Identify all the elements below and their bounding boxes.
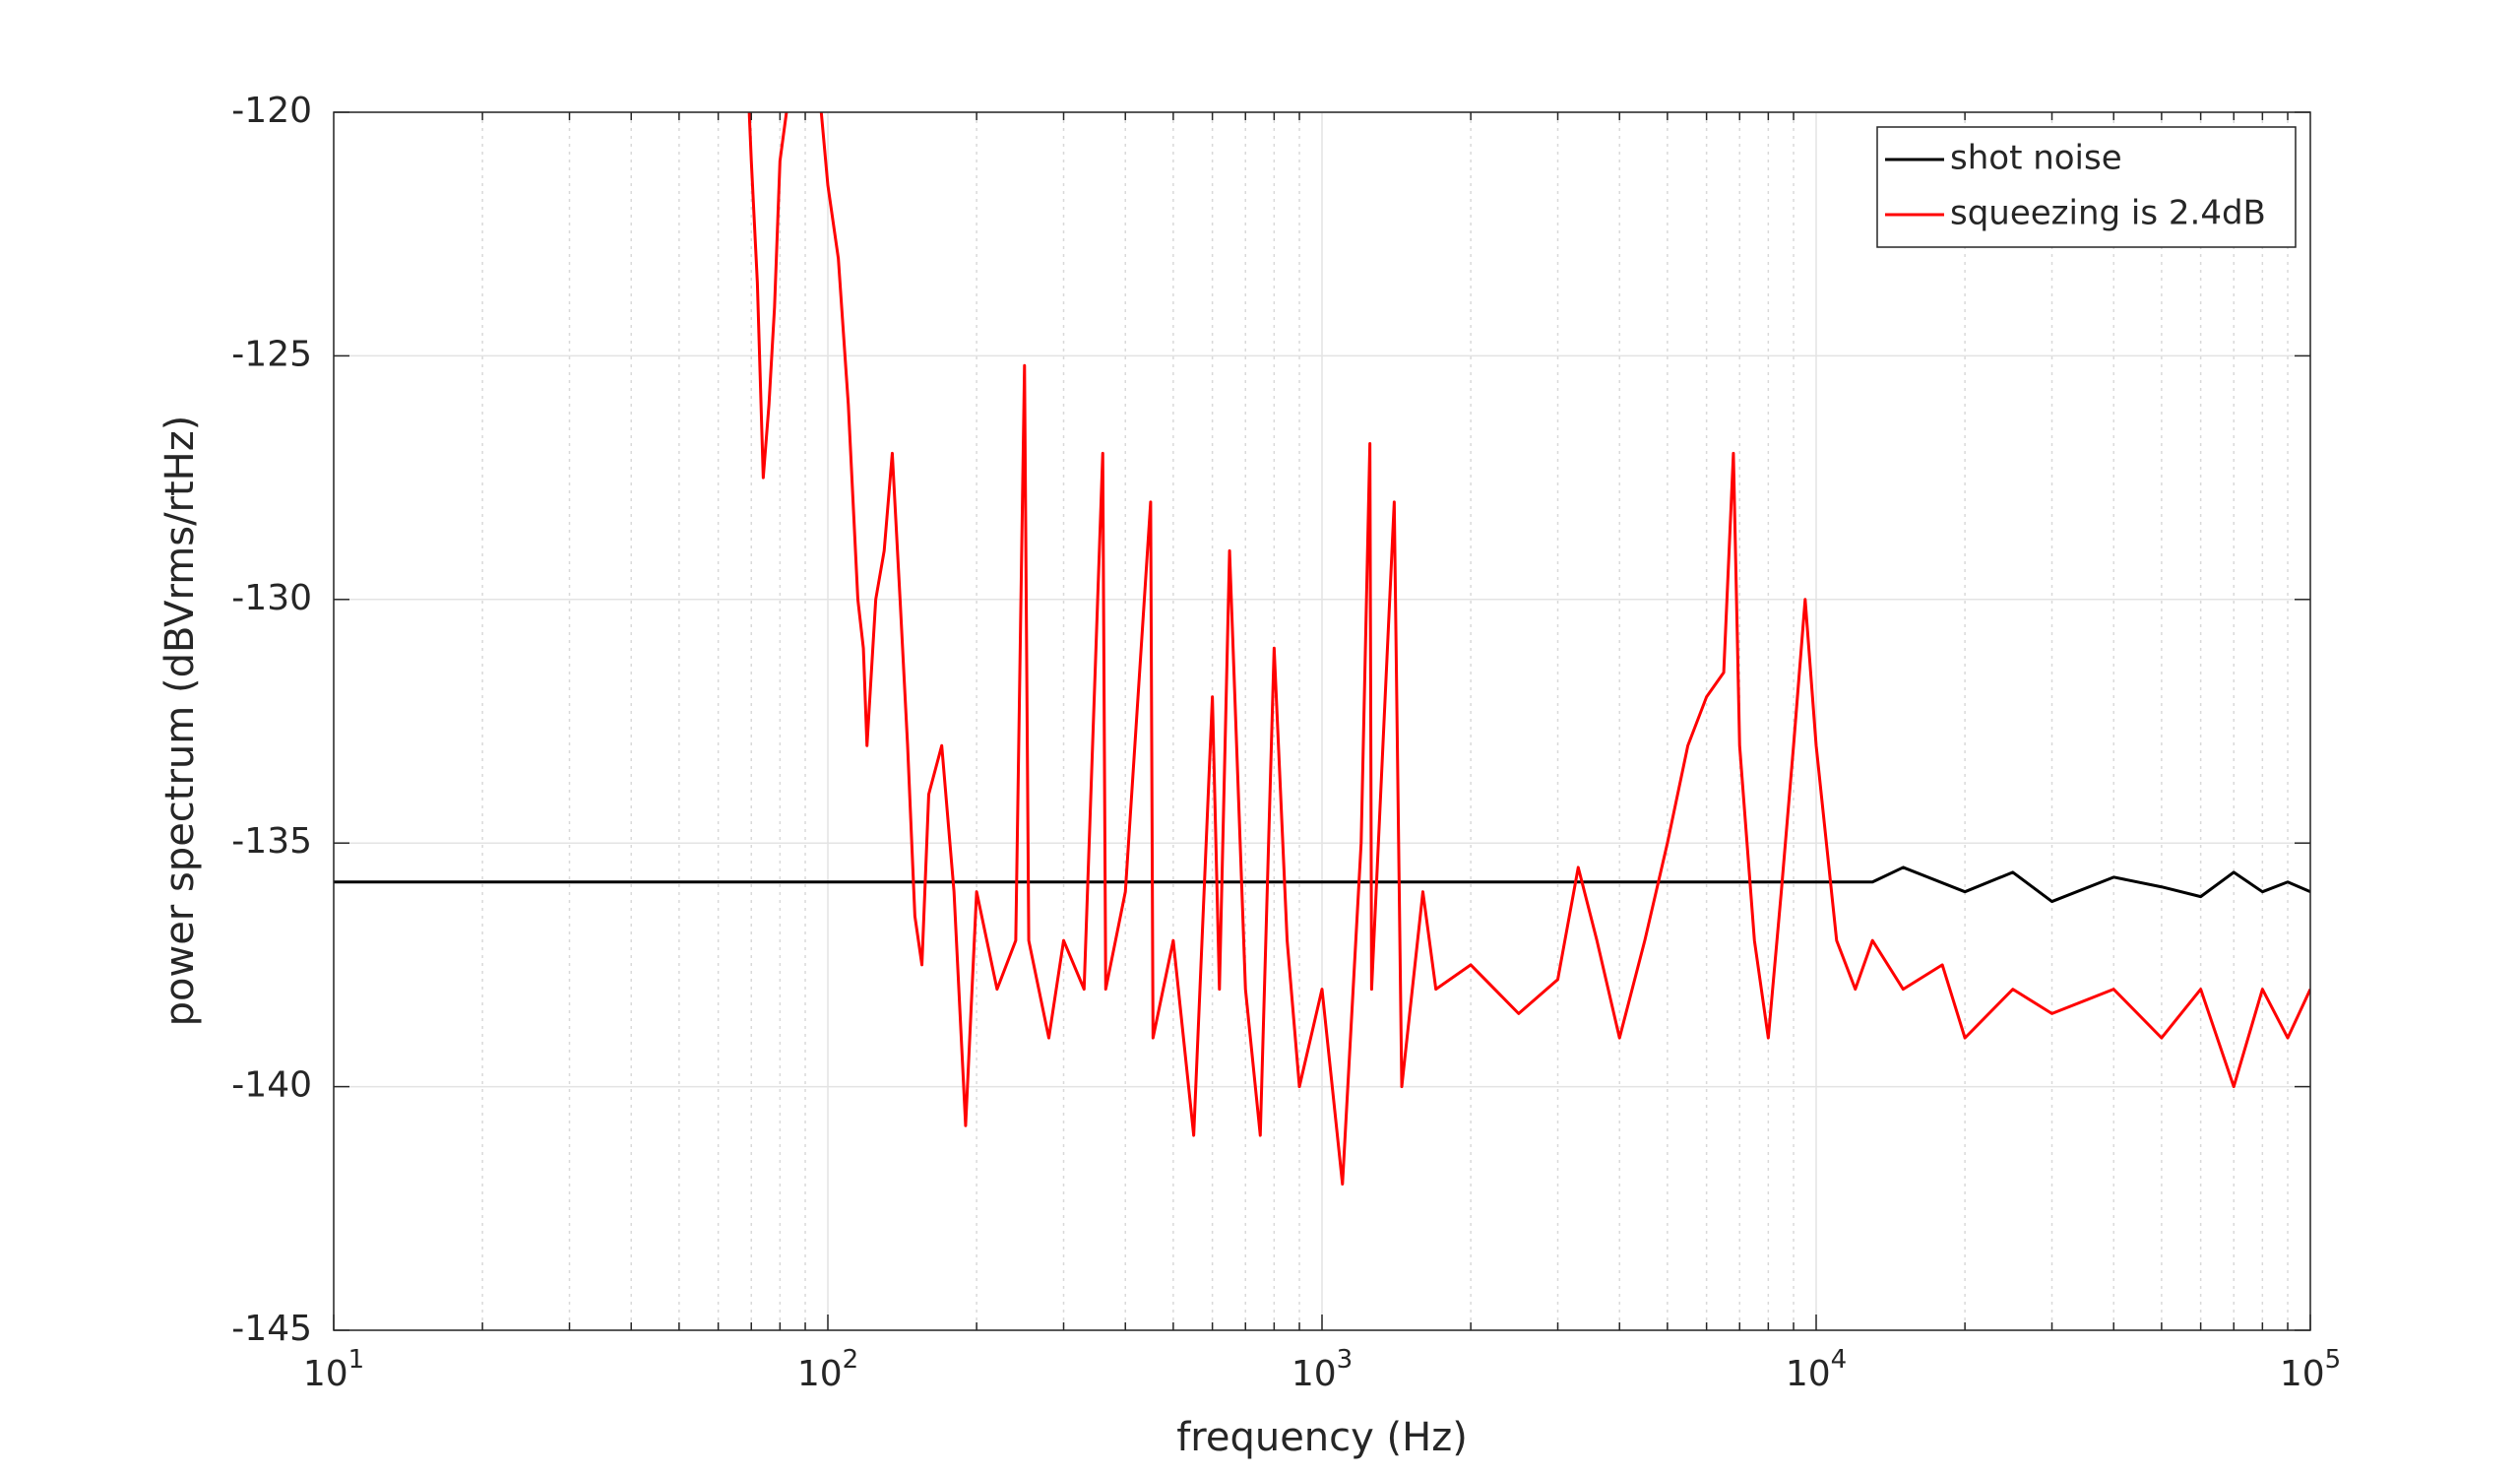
x-tick-label: 103 [1292,1345,1353,1395]
legend-box [1876,126,2297,248]
legend-label: squeezing is 2.4dB [1950,194,2266,233]
x-tick-label: 101 [303,1345,364,1395]
y-tick-label: -140 [231,1065,312,1106]
series-line [747,112,2310,1186]
y-axis-label: power spectrum (dBVrms/rtHz) [158,416,203,1027]
y-tick-label: -130 [231,578,312,618]
series-line [334,866,2310,904]
legend-label: shot noise [1950,139,2122,178]
y-tick-label: -125 [231,334,312,374]
x-tick-label: 104 [1786,1345,1847,1395]
x-tick-label: 102 [797,1345,858,1395]
y-tick-label: -135 [231,821,312,862]
y-tick-label: -145 [231,1309,312,1349]
lines [334,112,2310,1186]
x-tick-label: 105 [2280,1345,2341,1395]
y-tick-label: -120 [231,91,312,131]
ticks: 101 102 103 104 105 -145 -140 -135 -130 -125 -120 [231,91,2341,1394]
x-axis-label: frequency (Hz) [1176,1415,1468,1460]
legend: shot noise squeezing is 2.4dB [1876,126,2297,248]
